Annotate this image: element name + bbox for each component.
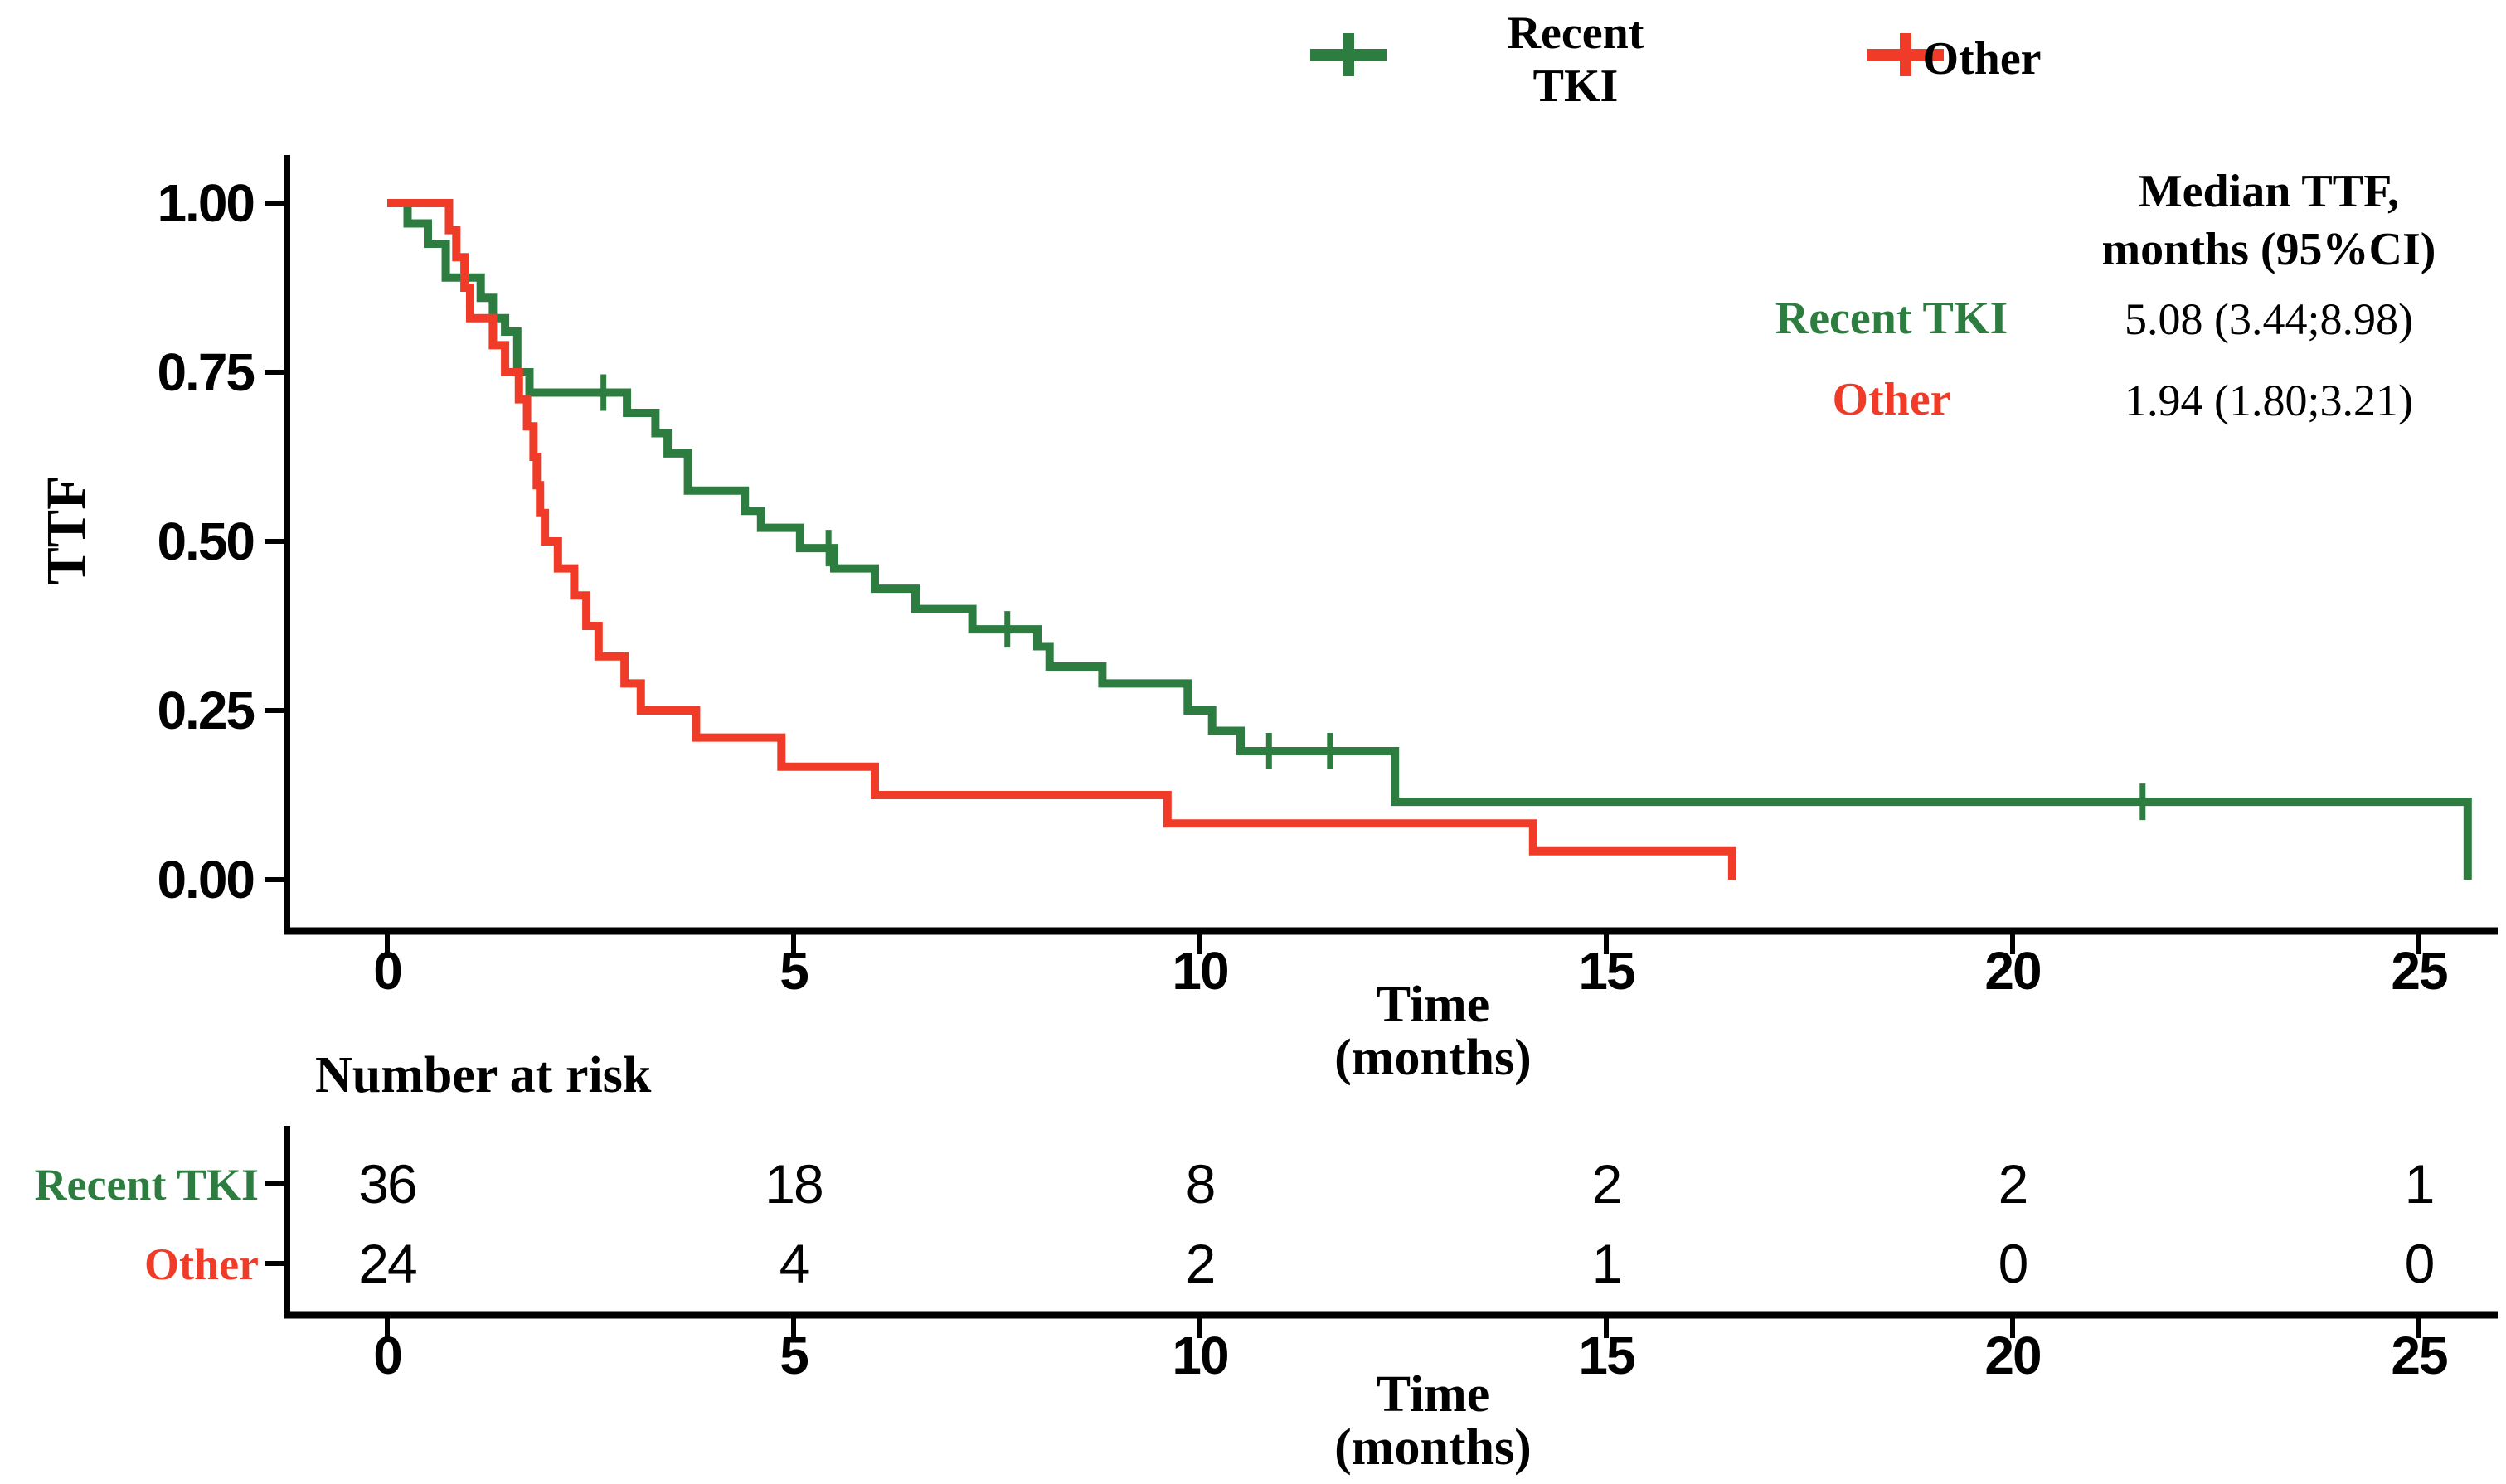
km-curve-recent-tki <box>387 199 2472 880</box>
legend-label-recent-tki: Recent TKI <box>1451 7 1700 113</box>
y-tick-label: 1.00 <box>157 173 254 233</box>
risk-count: 18 <box>765 1153 822 1215</box>
risk-x-tick-label: 10 <box>1172 1326 1227 1385</box>
y-tick-label: 0.50 <box>157 512 254 571</box>
risk-count: 8 <box>1186 1153 1215 1215</box>
x-axis-title: Time (months) <box>1184 978 1682 1084</box>
median-row-value-other: 1.94 (1.80;3.21) <box>2125 376 2413 425</box>
x-axis-title-line2: (months) <box>1334 1030 1532 1086</box>
risk-count: 2 <box>1592 1153 1621 1215</box>
x-axis-title-line1: Time <box>1376 977 1490 1033</box>
x-tick-label: 0 <box>373 941 401 1001</box>
x-tick-label: 15 <box>1578 941 1634 1001</box>
x-tick-label: 5 <box>779 941 808 1001</box>
median-row-label-other: Other <box>1832 374 1951 425</box>
risk-count: 36 <box>358 1153 415 1215</box>
x-tick-label: 10 <box>1172 941 1227 1001</box>
median-header-line1: Median TTF, <box>2138 166 2400 217</box>
x-tick-label: 20 <box>1984 941 2040 1001</box>
risk-count: 1 <box>1592 1233 1621 1294</box>
risk-count: 1 <box>2405 1153 2434 1215</box>
legend-marker-recent-tki <box>1310 30 1387 80</box>
risk-x-tick-label: 20 <box>1984 1326 2040 1385</box>
risk-x-tick-label: 0 <box>373 1326 401 1385</box>
risk-row-label-other: Other <box>144 1239 259 1289</box>
median-row-label-recent-tki: Recent TKI <box>1775 293 2008 344</box>
legend-label-line2: TKI <box>1532 61 1619 112</box>
y-tick-label: 0.00 <box>157 850 254 909</box>
km-curve-other <box>387 199 1736 880</box>
y-tick-label: 0.75 <box>157 342 254 402</box>
risk-count: 0 <box>2405 1233 2434 1294</box>
risk-count: 24 <box>358 1233 416 1294</box>
risk-x-tick-label: 5 <box>779 1326 808 1385</box>
legend-label-line1: Recent <box>1507 7 1644 59</box>
legend-label-other: Other <box>1922 33 2042 85</box>
y-tick-label: 0.25 <box>157 681 254 740</box>
median-table-header: Median TTF, months (95%CI) <box>2020 162 2506 279</box>
legend-marker-other <box>1867 30 1944 80</box>
risk-x-axis-title-line2: (months) <box>1334 1419 1532 1476</box>
risk-count: 2 <box>1998 1153 2028 1215</box>
risk-x-tick-label: 15 <box>1578 1326 1634 1385</box>
risk-x-axis-title: Time (months) <box>1184 1368 1682 1474</box>
legend: Recent TKI Other <box>0 0 2506 116</box>
y-axis-title: TTF <box>34 475 98 585</box>
x-tick-label: 25 <box>2391 941 2447 1001</box>
median-header-line2: months (95%CI) <box>2101 224 2436 275</box>
risk-table-title: Number at risk <box>315 1047 652 1103</box>
risk-x-axis-title-line1: Time <box>1376 1366 1490 1423</box>
risk-row-label-recent-tki: Recent TKI <box>34 1160 259 1210</box>
risk-x-tick-label: 25 <box>2391 1326 2447 1385</box>
risk-count: 4 <box>779 1233 809 1294</box>
median-row-value-recent-tki: 5.08 (3.44;8.98) <box>2125 294 2413 344</box>
risk-count: 2 <box>1186 1233 1215 1294</box>
risk-count: 0 <box>1998 1233 2028 1294</box>
